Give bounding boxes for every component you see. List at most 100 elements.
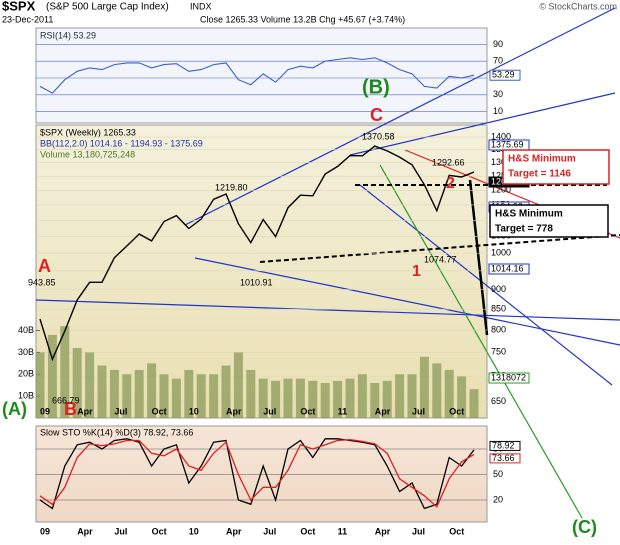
x-tick-label: Apr <box>77 406 93 416</box>
price-legend: $SPX (Weekly) 1265.33 <box>40 127 136 137</box>
quote: Close 1265.33 Volume 13.2B Chg +45.67 (+… <box>200 14 405 24</box>
y2-tick-label: 30B <box>18 347 34 357</box>
y2-tick-label: 40B <box>18 325 34 335</box>
annotation: (A) <box>2 399 27 419</box>
x-tick-label: Apr <box>375 526 391 536</box>
x-tick-label: Oct <box>152 526 167 536</box>
volume-bar <box>209 374 219 418</box>
annotation: A <box>38 256 51 276</box>
y-tick-label: 900 <box>491 284 506 294</box>
volume-bar <box>196 374 206 418</box>
x-tick-label: 10 <box>189 526 199 536</box>
last-value-box <box>489 453 521 464</box>
volume-bar <box>147 363 157 418</box>
volume-bar <box>444 369 454 418</box>
volume-bar <box>333 380 343 418</box>
annotation: C <box>370 105 383 125</box>
y-tick-label: 800 <box>491 324 506 334</box>
annotation: (C) <box>572 517 597 537</box>
volume-bar <box>370 383 380 418</box>
last-value: 78.92 <box>492 440 515 450</box>
y-tick-label: 1000 <box>491 248 511 258</box>
price-box <box>488 372 530 384</box>
neckline <box>259 234 620 263</box>
y-tick-label: 70 <box>493 56 503 66</box>
x-tick-label: Oct <box>449 406 464 416</box>
x-tick-label: Oct <box>152 406 167 416</box>
volume-bar <box>72 348 82 418</box>
volume-bar <box>35 352 45 418</box>
volume-bar <box>221 365 231 418</box>
trend-line <box>349 92 616 156</box>
y-tick-label: 1400 <box>491 131 511 141</box>
trend-line <box>194 257 620 346</box>
volume-bar <box>47 334 57 418</box>
price-label: 1318072 <box>491 372 526 382</box>
trend-line <box>35 299 620 321</box>
x-tick-label: 10 <box>189 406 199 416</box>
y-tick-label: 1200 <box>491 185 511 195</box>
x-tick-label: Apr <box>375 406 391 416</box>
annotation: (B) <box>362 76 390 98</box>
price-label: 1014.16 <box>491 263 524 273</box>
volume-bar <box>159 374 169 418</box>
exchange: INDX <box>190 1 212 11</box>
volume-bar <box>258 378 268 418</box>
annotation: 1370.58 <box>362 131 395 141</box>
x-tick-label: Oct <box>300 406 315 416</box>
x-tick-label: Oct <box>300 526 315 536</box>
x-tick-label: Jul <box>412 406 425 416</box>
x-tick-label: 09 <box>40 406 50 416</box>
volume-bar <box>382 380 392 418</box>
volume-bar <box>60 326 70 418</box>
source: © StockCharts.com <box>539 1 617 11</box>
annotation: 1292.66 <box>432 157 465 167</box>
x-tick-label: 11 <box>338 526 348 536</box>
y-tick-label: 30 <box>493 89 503 99</box>
trend-line <box>379 164 583 519</box>
series-line <box>39 57 475 94</box>
x-tick-label: Jul <box>263 526 276 536</box>
x-tick-label: Jul <box>114 406 127 416</box>
bb-legend: BB(112,2.0) 1014.16 - 1194.93 - 1375.69 <box>40 138 203 148</box>
y-tick-label: 1300 <box>491 157 511 167</box>
symbol: $SPX <box>2 0 36 13</box>
callout-text: H&S Minimum <box>508 154 576 165</box>
volume-bar <box>271 380 281 418</box>
volume-bar <box>184 369 194 418</box>
y-tick-label: 50 <box>493 469 503 479</box>
volume-bar <box>246 369 256 418</box>
volume-bar <box>171 378 181 418</box>
sto-legend: Slow STO %K(14) %D(3) 78.92, 73.66 <box>40 427 193 437</box>
callout-text: Target = 1146 <box>508 169 571 180</box>
callout-text: H&S Minimum <box>495 209 563 220</box>
y2-tick-label: 10B <box>18 391 34 401</box>
volume-bar <box>457 376 467 418</box>
x-tick-label: Oct <box>449 526 464 536</box>
volume-bar <box>283 378 293 418</box>
annotation: 2 <box>446 175 455 192</box>
volume-bar <box>469 389 479 418</box>
volume-bar <box>407 374 417 418</box>
last-value-box <box>489 69 521 81</box>
volume-bar <box>345 378 355 418</box>
x-tick-label: Apr <box>77 526 93 536</box>
volume-bar <box>357 374 367 418</box>
y-tick-label: 750 <box>491 347 506 357</box>
rsi-legend: RSI(14) 53.29 <box>40 30 96 40</box>
annotation: 1219.80 <box>215 182 248 192</box>
annotation: 1 <box>412 263 421 280</box>
sto-panel <box>35 425 488 523</box>
volume-bar <box>233 352 243 418</box>
series-line <box>39 438 475 510</box>
series-line <box>39 145 475 362</box>
x-tick-label: Jul <box>263 406 276 416</box>
y-tick-label: 1250 <box>491 171 511 181</box>
y-tick-label: 650 <box>491 396 506 406</box>
y-tick-label: 20 <box>493 494 503 504</box>
date: 23-Dec-2011 <box>2 14 53 24</box>
callout-box <box>502 149 610 185</box>
volume-bar <box>134 369 144 418</box>
volume-bar <box>122 374 132 418</box>
